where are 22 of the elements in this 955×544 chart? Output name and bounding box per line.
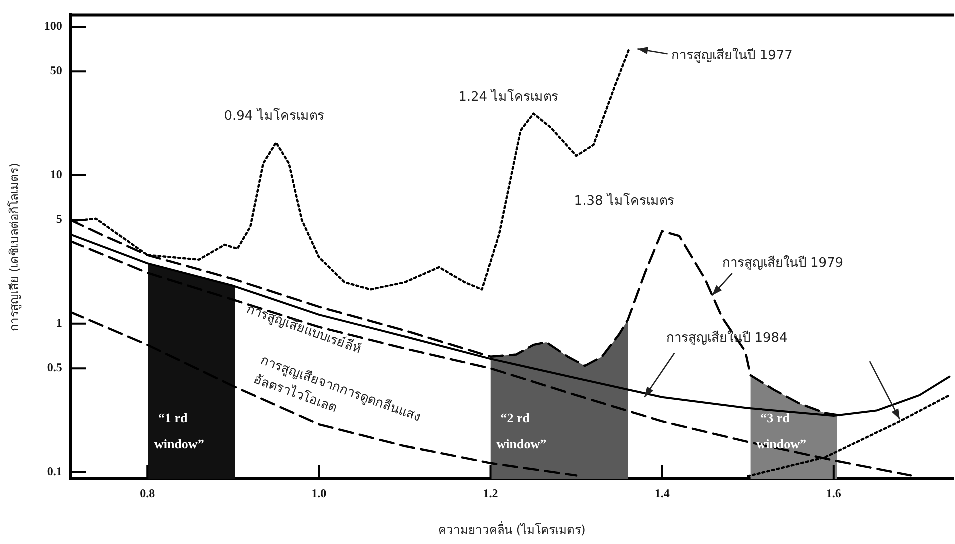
annotation: 0.94 ไมโครเมตร xyxy=(224,108,324,124)
y-tick-label: 50 xyxy=(50,64,62,78)
series-label: “3 rd window” xyxy=(756,410,807,452)
x-tick-label: 1.6 xyxy=(826,486,842,500)
series-label: “1 rd window” xyxy=(154,410,204,452)
annotation: 1.38 ไมโครเมตร xyxy=(574,192,674,209)
y-tick-label: 10 xyxy=(50,168,62,182)
x-tick-label: 1.0 xyxy=(312,486,327,500)
annotation: การสูญเสียในปี 1977 xyxy=(672,48,793,64)
x-tick-label: 1.4 xyxy=(654,486,670,500)
y-axis-title: การสูญเสีย (เดซิเบลต่อกิโลเมตร) xyxy=(7,163,22,332)
y-tick-label: 0.1 xyxy=(47,464,62,478)
y-tick-label: 100 xyxy=(44,19,62,34)
x-tick-label: 0.8 xyxy=(140,486,156,500)
x-tick-label: 1.2 xyxy=(483,486,498,500)
x-axis-title: ความยาวคลื่น (ไมโครเมตร) xyxy=(438,520,586,537)
y-tick-label: 1 xyxy=(56,316,62,330)
y-tick-label: 0.5 xyxy=(47,360,62,375)
y-tick-label: 5 xyxy=(56,212,62,226)
annotation: การสูญเสียในปี 1979 xyxy=(722,254,844,271)
series-label: “2 rd window” xyxy=(496,410,547,452)
annotation: 1.24 ไมโครเมตร xyxy=(458,89,559,106)
